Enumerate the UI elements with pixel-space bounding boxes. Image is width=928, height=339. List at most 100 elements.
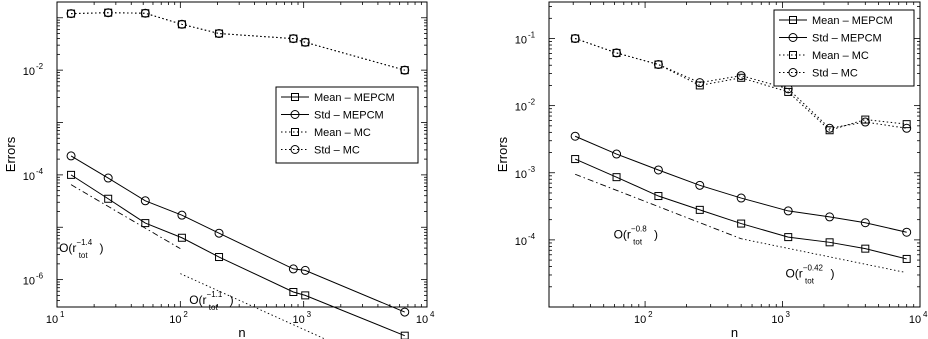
legend-marker — [290, 110, 300, 119]
data-point — [902, 120, 911, 129]
data-point — [612, 173, 621, 182]
legend-item: Std – MC — [281, 145, 360, 157]
data-point — [400, 331, 409, 339]
x-tick-label: 10 — [169, 314, 181, 326]
annotation-sub: tot — [79, 251, 89, 260]
y-tick-label-exp: -2 — [36, 62, 44, 71]
data-point — [67, 170, 76, 179]
series-line — [71, 12, 405, 71]
series-mean-mepcm — [571, 155, 911, 263]
y-tick-label: 10 — [23, 171, 35, 183]
data-point — [654, 192, 663, 201]
legend-label: Mean – MEPCM — [314, 92, 395, 104]
data-point — [570, 34, 580, 44]
data-point — [860, 218, 870, 228]
axes-box — [56, 1, 428, 308]
data-point — [861, 244, 870, 253]
legend: Mean – MEPCM Std – MEPCM Mean – MC Std – MC — [773, 9, 915, 87]
y-tick-label-exp: -2 — [528, 98, 536, 107]
annotation-sub: tot — [805, 277, 815, 286]
annotation-sup: −1.4 — [76, 238, 92, 247]
legend-label: Mean – MC — [314, 127, 371, 139]
chart-left: 10 1 10 2 10 3 10 410 -610 -410 -2nErrorsO(r−1.4to… — [3, 1, 435, 339]
annotation-sup: −1.1 — [207, 290, 223, 299]
legend-item: Std – MEPCM — [779, 33, 882, 45]
series-line — [574, 135, 907, 233]
legend-item: Mean – MEPCM — [281, 92, 395, 104]
data-point — [214, 29, 224, 39]
series-std-mepcm — [66, 151, 410, 317]
legend-label: Std – MC — [812, 68, 858, 80]
legend-marker — [291, 93, 299, 101]
data-point — [66, 151, 76, 161]
x-tick-label-exp: 2 — [183, 310, 188, 319]
data-point — [141, 219, 150, 228]
data-point — [288, 34, 298, 44]
data-point — [784, 87, 793, 96]
y-tick-label-exp: -1 — [528, 31, 536, 40]
x-tick-label: 10 — [771, 314, 783, 326]
annotation-close: ) — [230, 293, 234, 307]
data-point — [214, 228, 224, 238]
data-point — [695, 78, 705, 88]
x-tick-label: 10 — [909, 314, 921, 326]
y-axis-label: Errors — [3, 136, 18, 172]
legend-item: Mean – MC — [281, 127, 371, 139]
series-mean-mepcm — [67, 170, 409, 339]
y-tick-label-exp: -6 — [36, 272, 44, 281]
series-line — [574, 158, 907, 260]
data-point — [140, 196, 150, 206]
x-tick-label: 10 — [634, 314, 646, 326]
data-point — [215, 253, 224, 262]
series-line — [71, 12, 405, 71]
data-point — [570, 131, 580, 141]
chart-right: 10 2 10 3 10 410 -410 -310 -210 -1nErrorsO(r−0.8t… — [495, 1, 928, 339]
data-point — [860, 117, 870, 127]
data-point — [103, 8, 113, 18]
data-point — [737, 219, 746, 228]
data-point — [300, 265, 310, 275]
data-point — [400, 65, 410, 75]
legend-label: Mean – MEPCM — [812, 15, 893, 27]
data-point — [736, 193, 746, 203]
data-point — [301, 38, 310, 47]
series-line — [574, 38, 907, 129]
reference-line-dashdot — [70, 184, 181, 250]
data-point — [177, 210, 187, 220]
data-point — [571, 155, 580, 164]
data-point — [612, 48, 622, 58]
legend-item: Mean – MC — [779, 50, 869, 62]
legend-label: Std – MEPCM — [812, 33, 882, 45]
data-point — [612, 48, 621, 57]
data-point — [288, 264, 298, 274]
x-axis-label: n — [238, 325, 245, 339]
y-tick-label: 10 — [515, 169, 527, 181]
slope-annotation: O(r−1.4 — [59, 238, 93, 255]
data-point — [177, 19, 187, 29]
x-tick-label: 10 — [46, 314, 58, 326]
slope-annotation: O(r−1.1 — [189, 290, 223, 307]
data-point — [104, 194, 113, 203]
data-point — [784, 233, 793, 242]
series-std-mc — [570, 34, 912, 133]
legend-marker — [290, 145, 300, 154]
x-tick-label-exp: 3 — [307, 310, 312, 319]
x-tick-label-exp: 4 — [430, 310, 435, 319]
y-tick-label: 10 — [515, 102, 527, 114]
x-tick-label: 10 — [293, 314, 305, 326]
legend-label: Mean – MC — [812, 50, 869, 62]
annotation-text: O(r — [614, 227, 631, 241]
data-point — [902, 254, 911, 263]
annotation-text: O(r — [59, 241, 76, 255]
annotation-sup: −0.42 — [803, 264, 824, 273]
series-mean-mc — [67, 8, 409, 75]
annotation-text: O(r — [785, 267, 802, 281]
x-tick-label-exp: 4 — [923, 310, 928, 319]
data-point — [825, 238, 834, 247]
data-point — [612, 149, 622, 159]
x-tick-label-exp: 2 — [648, 310, 653, 319]
data-point — [695, 180, 705, 190]
x-tick-label: 10 — [416, 314, 428, 326]
x-tick-label-exp: 1 — [60, 310, 65, 319]
data-point — [177, 233, 186, 242]
